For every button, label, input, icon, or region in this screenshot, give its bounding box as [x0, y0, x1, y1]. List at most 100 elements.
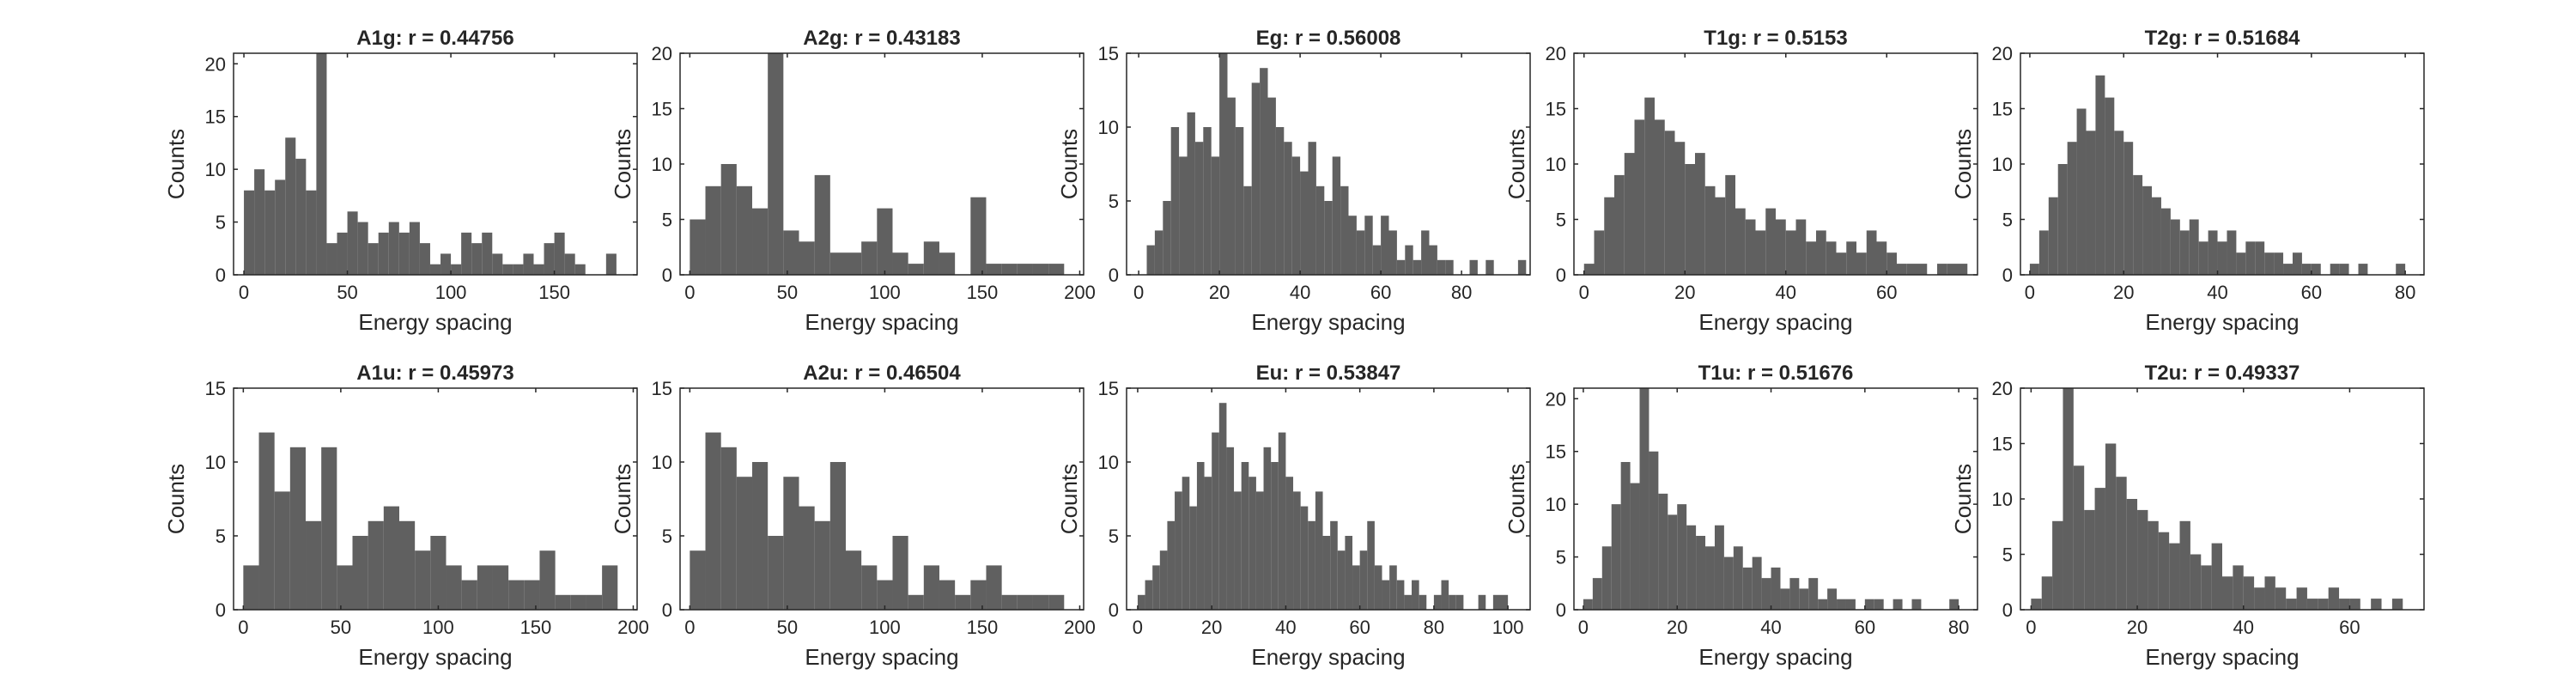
- y-tick-label: 20: [1546, 43, 1566, 64]
- y-tick-label: 15: [652, 99, 672, 120]
- histogram-bar: [1649, 451, 1659, 610]
- x-tick-label: 60: [2301, 282, 2322, 303]
- histogram-bar: [1492, 594, 1501, 610]
- y-axis-label: Counts: [1504, 464, 1529, 534]
- histogram-bar: [970, 580, 987, 610]
- histogram-bar: [1893, 599, 1903, 610]
- histogram-bar: [2084, 509, 2095, 610]
- histogram-bar: [352, 536, 368, 610]
- histogram-bar: [892, 252, 908, 275]
- histogram-bar: [1715, 197, 1726, 275]
- histogram-bar: [1284, 142, 1292, 275]
- histogram-bar: [1300, 171, 1309, 275]
- histogram-bar: [1864, 599, 1874, 610]
- histogram-bar: [1219, 53, 1228, 275]
- histogram-bar: [2245, 241, 2256, 275]
- histogram-bar: [720, 164, 737, 275]
- histogram-bar: [1846, 241, 1856, 275]
- histogram-bar: [1145, 580, 1153, 610]
- y-tick-label: 15: [1098, 378, 1119, 399]
- x-tick-label: 100: [1492, 617, 1524, 638]
- y-tick-label: 5: [662, 526, 672, 547]
- histogram-bar: [1836, 252, 1847, 275]
- histogram-bar: [378, 232, 389, 275]
- y-tick-label: 5: [1109, 526, 1119, 547]
- x-axis-label: Energy spacing: [358, 644, 512, 670]
- histogram-bar: [2198, 241, 2208, 275]
- y-tick-label: 20: [1546, 388, 1566, 410]
- x-axis-label: Energy spacing: [1251, 309, 1405, 335]
- histogram-bar: [1203, 127, 1212, 275]
- axes-frame: [233, 52, 638, 276]
- y-tick-label: 5: [216, 212, 226, 234]
- y-axis-label: Counts: [610, 129, 635, 199]
- y-axis-label: Counts: [1056, 129, 1082, 199]
- histogram-bar: [1388, 230, 1397, 275]
- y-tick-label: 5: [1556, 210, 1566, 231]
- histogram-bar: [1906, 264, 1917, 275]
- chart-title: Eg: r = 0.56008: [1256, 27, 1401, 50]
- histogram-bar: [1765, 208, 1776, 275]
- histogram-bar: [2063, 388, 2074, 610]
- histogram-bar: [1382, 580, 1390, 610]
- histogram-bar: [939, 580, 956, 610]
- histogram-bar: [1175, 491, 1182, 610]
- histogram-bar: [1752, 556, 1762, 610]
- y-axis-label: Counts: [1056, 464, 1082, 534]
- histogram-bar: [1412, 580, 1419, 610]
- histogram-bar: [1345, 536, 1353, 610]
- x-tick-label: 100: [435, 282, 467, 303]
- histogram-bar: [321, 447, 337, 610]
- histogram-bar: [502, 264, 513, 275]
- histogram-bar: [736, 185, 753, 275]
- histogram-bar: [2029, 264, 2039, 275]
- y-tick-label: 15: [1992, 434, 2013, 455]
- y-tick-label: 0: [216, 264, 226, 286]
- histogram-bar: [1396, 259, 1406, 275]
- histogram-bar: [2318, 599, 2329, 610]
- x-tick-label: 60: [1370, 282, 1391, 303]
- x-tick-label: 150: [520, 617, 552, 638]
- histogram-bar: [1614, 174, 1625, 275]
- histogram-bar: [337, 565, 353, 610]
- histogram-bar: [1500, 594, 1509, 610]
- histogram-bar: [829, 462, 846, 610]
- y-tick-label: 5: [1109, 191, 1119, 212]
- histogram-bar: [1789, 578, 1800, 610]
- histogram-bar: [1639, 388, 1649, 610]
- histogram-panel: 0 20 40 60 80 0 5 10 15 Eg: r = 0.56008 Energy spa…: [1056, 27, 1531, 335]
- histogram-bar: [861, 241, 878, 275]
- histogram-bar: [1827, 588, 1838, 610]
- histogram-bar: [814, 174, 830, 275]
- histogram-bar: [1251, 82, 1261, 276]
- histogram-bar: [1263, 447, 1272, 610]
- histogram-bar: [2158, 532, 2170, 610]
- histogram-bar: [1799, 588, 1809, 610]
- y-tick-label: 5: [1556, 547, 1566, 568]
- y-tick-label: 10: [1546, 154, 1566, 175]
- histogram-bar: [2208, 230, 2218, 275]
- histogram-bar: [1179, 156, 1188, 275]
- histogram-bar: [1367, 520, 1375, 610]
- histogram-bar: [2094, 488, 2105, 610]
- histogram-bar: [1478, 594, 1486, 610]
- histogram-bar: [1146, 245, 1155, 275]
- y-tick-label: 0: [662, 264, 672, 286]
- histogram-bar: [258, 432, 275, 610]
- histogram-bar: [1808, 578, 1819, 610]
- histogram-bar: [1441, 580, 1449, 610]
- histogram-bar: [1332, 156, 1341, 275]
- y-tick-label: 10: [205, 452, 226, 473]
- histogram-bar: [1308, 520, 1315, 610]
- histogram-bar: [2041, 576, 2053, 610]
- x-tick-label: 60: [1855, 617, 1875, 638]
- histogram-bar: [244, 190, 255, 275]
- histogram-bar: [1017, 594, 1033, 610]
- x-tick-label: 100: [869, 282, 901, 303]
- histogram-bar: [2311, 264, 2321, 275]
- histogram-bar: [1455, 594, 1464, 610]
- histogram-bar: [2038, 230, 2049, 275]
- histogram-bar: [752, 208, 769, 275]
- histogram-bar: [508, 580, 525, 610]
- histogram-bar: [877, 580, 893, 610]
